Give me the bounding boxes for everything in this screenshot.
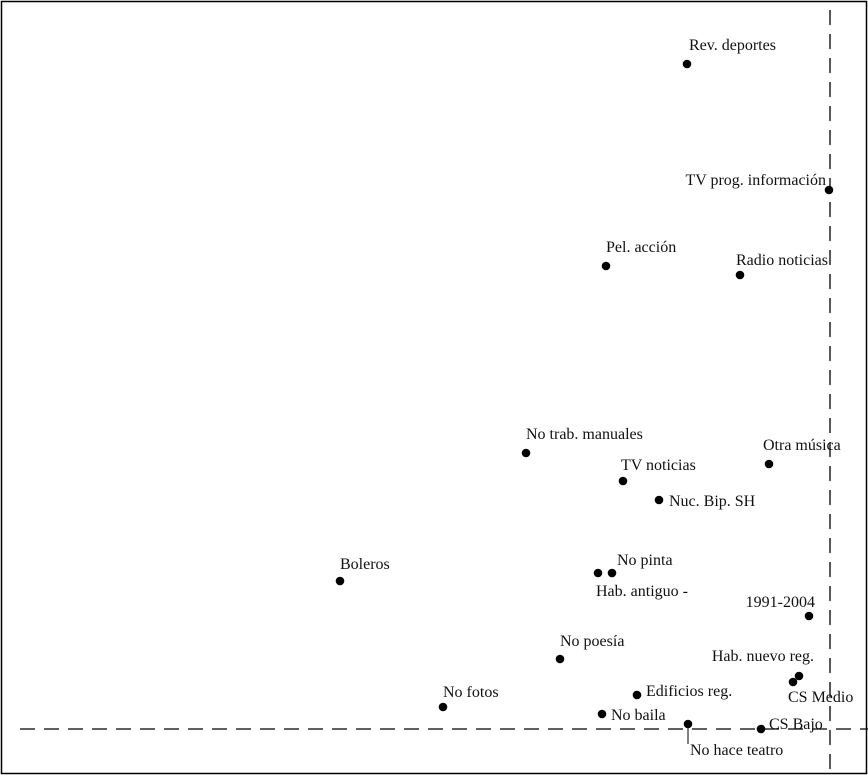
data-label-no-poesia: No poesía (560, 633, 624, 650)
data-point-cs-medio (788, 677, 798, 687)
data-label-edificios-reg: Edificios reg. (646, 683, 732, 700)
data-point-hab-antiguo (593, 568, 603, 578)
data-point-radio-noticias (735, 270, 745, 280)
data-point-tv-prog-informacion (824, 185, 834, 195)
data-point-otra-musica (764, 459, 774, 469)
data-point-nuc-bip-sh (654, 495, 664, 505)
data-point-rev-deportes (682, 59, 692, 69)
data-point-no-poesia (555, 654, 565, 664)
data-point-no-baila (597, 709, 607, 719)
data-point-boleros (335, 576, 345, 586)
data-point-no-pinta (607, 568, 617, 578)
data-label-pel-accion: Pel. acción (606, 239, 676, 256)
data-point-1991-2004 (804, 611, 814, 621)
data-point-pel-accion (601, 261, 611, 271)
data-label-hab-antiguo: Hab. antiguo - (596, 583, 688, 600)
data-point-no-fotos (438, 702, 448, 712)
data-label-hab-nuevo-reg: Hab. nuevo reg. (712, 648, 814, 665)
data-label-radio-noticias: Radio noticias (736, 252, 828, 269)
data-label-tv-noticias: TV noticias (621, 457, 696, 474)
data-label-no-pinta: No pinta (617, 552, 673, 569)
data-point-hab-nuevo-reg (794, 671, 804, 681)
data-label-cs-bajo: CS Bajo (769, 716, 823, 733)
data-label-1991-2004: 1991-2004 (746, 594, 815, 611)
data-label-rev-deportes: Rev. deportes (689, 37, 776, 54)
data-label-tv-prog-informacion: TV prog. información (685, 172, 826, 189)
data-label-no-baila: No baila (611, 707, 666, 724)
data-labels: Rev. deportes TV prog. información Pel. ac… (340, 37, 853, 759)
data-label-cs-medio: CS Medio (788, 689, 853, 706)
data-label-boleros: Boleros (340, 556, 390, 573)
data-point-no-trab-manuales (521, 448, 531, 458)
data-points (335, 59, 834, 744)
data-label-no-fotos: No fotos (443, 684, 499, 701)
data-point-tv-noticias (618, 476, 628, 486)
data-label-no-trab-manuales: No trab. manuales (526, 426, 643, 443)
data-point-cs-bajo (756, 724, 766, 734)
data-point-no-hace-teatro (683, 719, 693, 729)
data-point-edificios-reg (632, 690, 642, 700)
data-label-nuc-bip-sh: Nuc. Bip. SH (669, 493, 756, 510)
data-label-otra-musica: Otra música (763, 437, 841, 454)
data-label-no-hace-teatro: No hace teatro (690, 742, 783, 759)
